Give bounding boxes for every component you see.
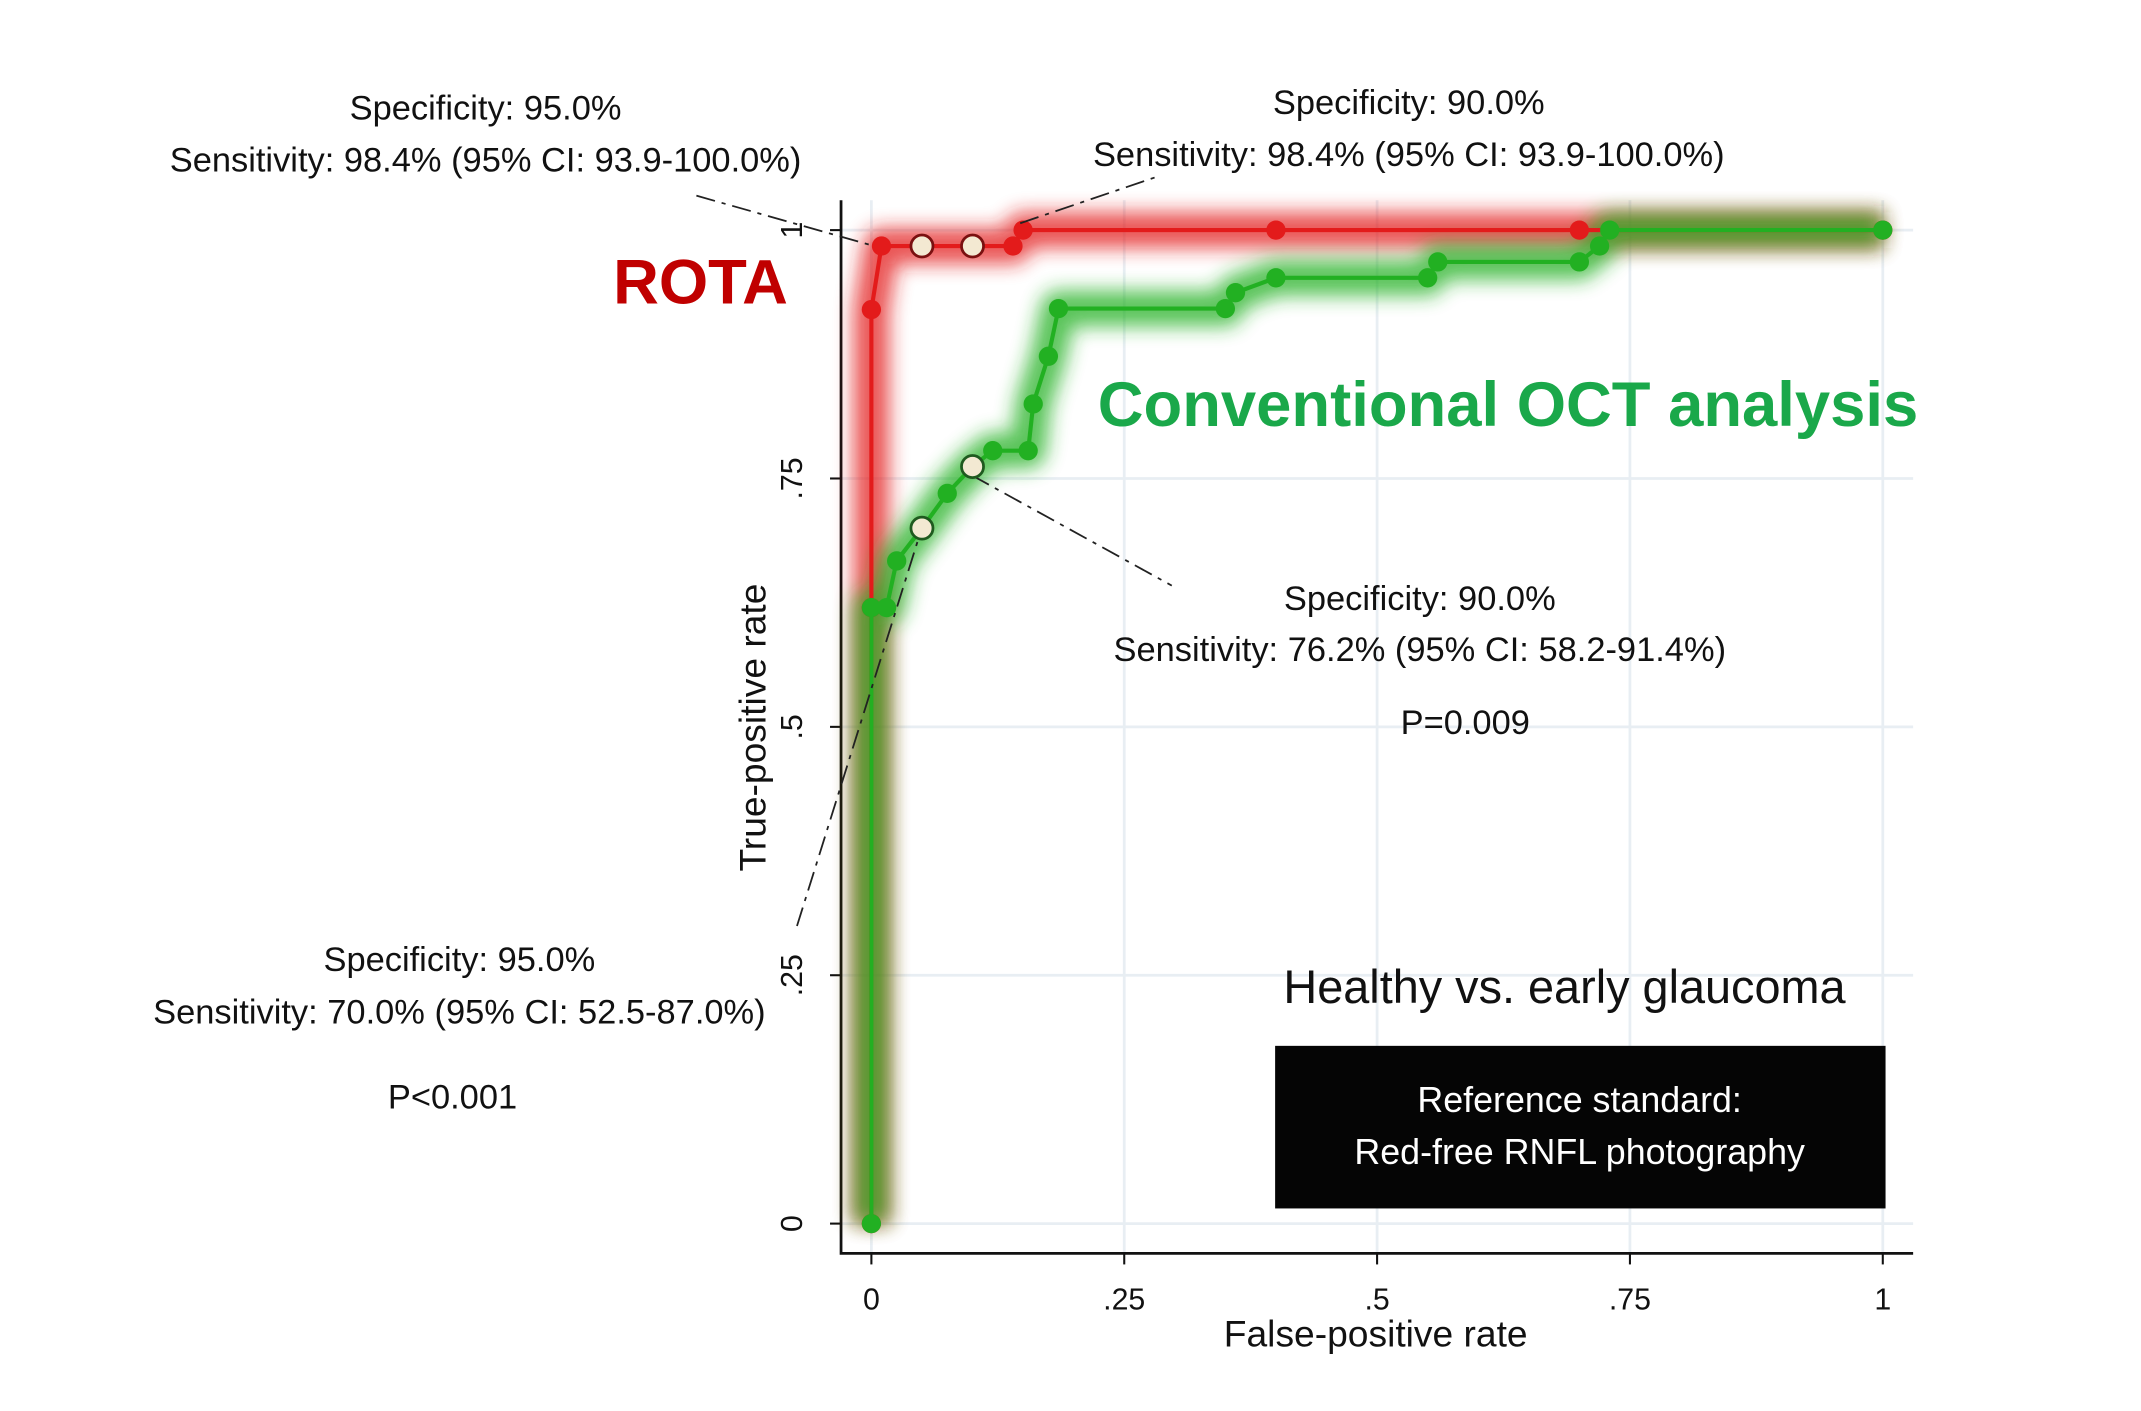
series-point bbox=[1873, 220, 1893, 240]
x-tick-label: .75 bbox=[1609, 1284, 1651, 1317]
annotation-text: Sensitivity: 70.0% (95% CI: 52.5-87.0%) bbox=[153, 993, 766, 1031]
box-text: Reference standard: bbox=[1417, 1080, 1741, 1120]
operating-point bbox=[909, 515, 935, 541]
series-point bbox=[887, 551, 907, 571]
operating-point bbox=[960, 233, 985, 259]
series-point bbox=[1266, 268, 1286, 288]
series-point bbox=[1048, 298, 1069, 319]
y-tick-label: .75 bbox=[776, 457, 809, 499]
series-point bbox=[1600, 220, 1620, 240]
annotation-text: Sensitivity: 76.2% (95% CI: 58.2-91.4%) bbox=[1114, 631, 1727, 669]
p-value: P<0.001 bbox=[388, 1079, 517, 1117]
series-point bbox=[1018, 441, 1038, 461]
series-point bbox=[1038, 346, 1059, 366]
series-point bbox=[1023, 394, 1043, 414]
series-point bbox=[1225, 283, 1246, 303]
series-point bbox=[1428, 252, 1448, 272]
caption: Healthy vs. early glaucoma bbox=[1283, 961, 1846, 1013]
annotation-text: Specificity: 90.0% bbox=[1284, 580, 1556, 618]
y-axis-label: True-positive rate bbox=[731, 584, 773, 872]
series-point bbox=[1013, 220, 1033, 240]
x-tick-label: 1 bbox=[1874, 1284, 1891, 1317]
box-text: Red-free RNFL photography bbox=[1354, 1132, 1805, 1172]
series-point bbox=[937, 483, 957, 504]
annotation-text: Specificity: 90.0% bbox=[1273, 84, 1545, 122]
series-point bbox=[861, 299, 882, 320]
x-tick-label: .25 bbox=[1103, 1284, 1145, 1317]
x-axis-label: False-positive rate bbox=[1224, 1312, 1528, 1354]
y-tick-label: .25 bbox=[776, 954, 809, 996]
series-point bbox=[1569, 220, 1590, 240]
y-tick-label: 1 bbox=[776, 222, 809, 239]
annotation-text: Sensitivity: 98.4% (95% CI: 93.9-100.0%) bbox=[1093, 136, 1725, 174]
series-point bbox=[1418, 268, 1438, 288]
series-label: Conventional OCT analysis bbox=[1098, 370, 1919, 440]
operating-point bbox=[960, 454, 985, 479]
operating-point bbox=[909, 233, 935, 259]
reference-box bbox=[1275, 1045, 1886, 1209]
series-point bbox=[1003, 236, 1023, 256]
series-point bbox=[983, 441, 1003, 461]
x-tick-label: 0 bbox=[863, 1284, 880, 1317]
axes bbox=[839, 200, 1914, 1255]
series-point bbox=[861, 597, 882, 618]
series-point bbox=[1589, 236, 1610, 256]
x-tick-label: .5 bbox=[1364, 1284, 1389, 1317]
annotation-text: Sensitivity: 98.4% (95% CI: 93.9-100.0%) bbox=[170, 142, 802, 180]
series-point bbox=[861, 1213, 882, 1234]
series-point bbox=[1215, 298, 1236, 319]
annotation-text: Specificity: 95.0% bbox=[323, 941, 595, 979]
series-point bbox=[876, 597, 897, 618]
y-tick-label: 0 bbox=[776, 1215, 809, 1232]
annotation-text: Specificity: 95.0% bbox=[350, 89, 622, 127]
series-point bbox=[1569, 252, 1590, 272]
series-point bbox=[871, 236, 892, 256]
leader-lines bbox=[696, 175, 1173, 927]
y-tick-label: .5 bbox=[776, 714, 809, 739]
series-label: ROTA bbox=[613, 247, 788, 317]
series-point bbox=[1266, 220, 1286, 240]
p-value: P=0.009 bbox=[1401, 704, 1530, 742]
